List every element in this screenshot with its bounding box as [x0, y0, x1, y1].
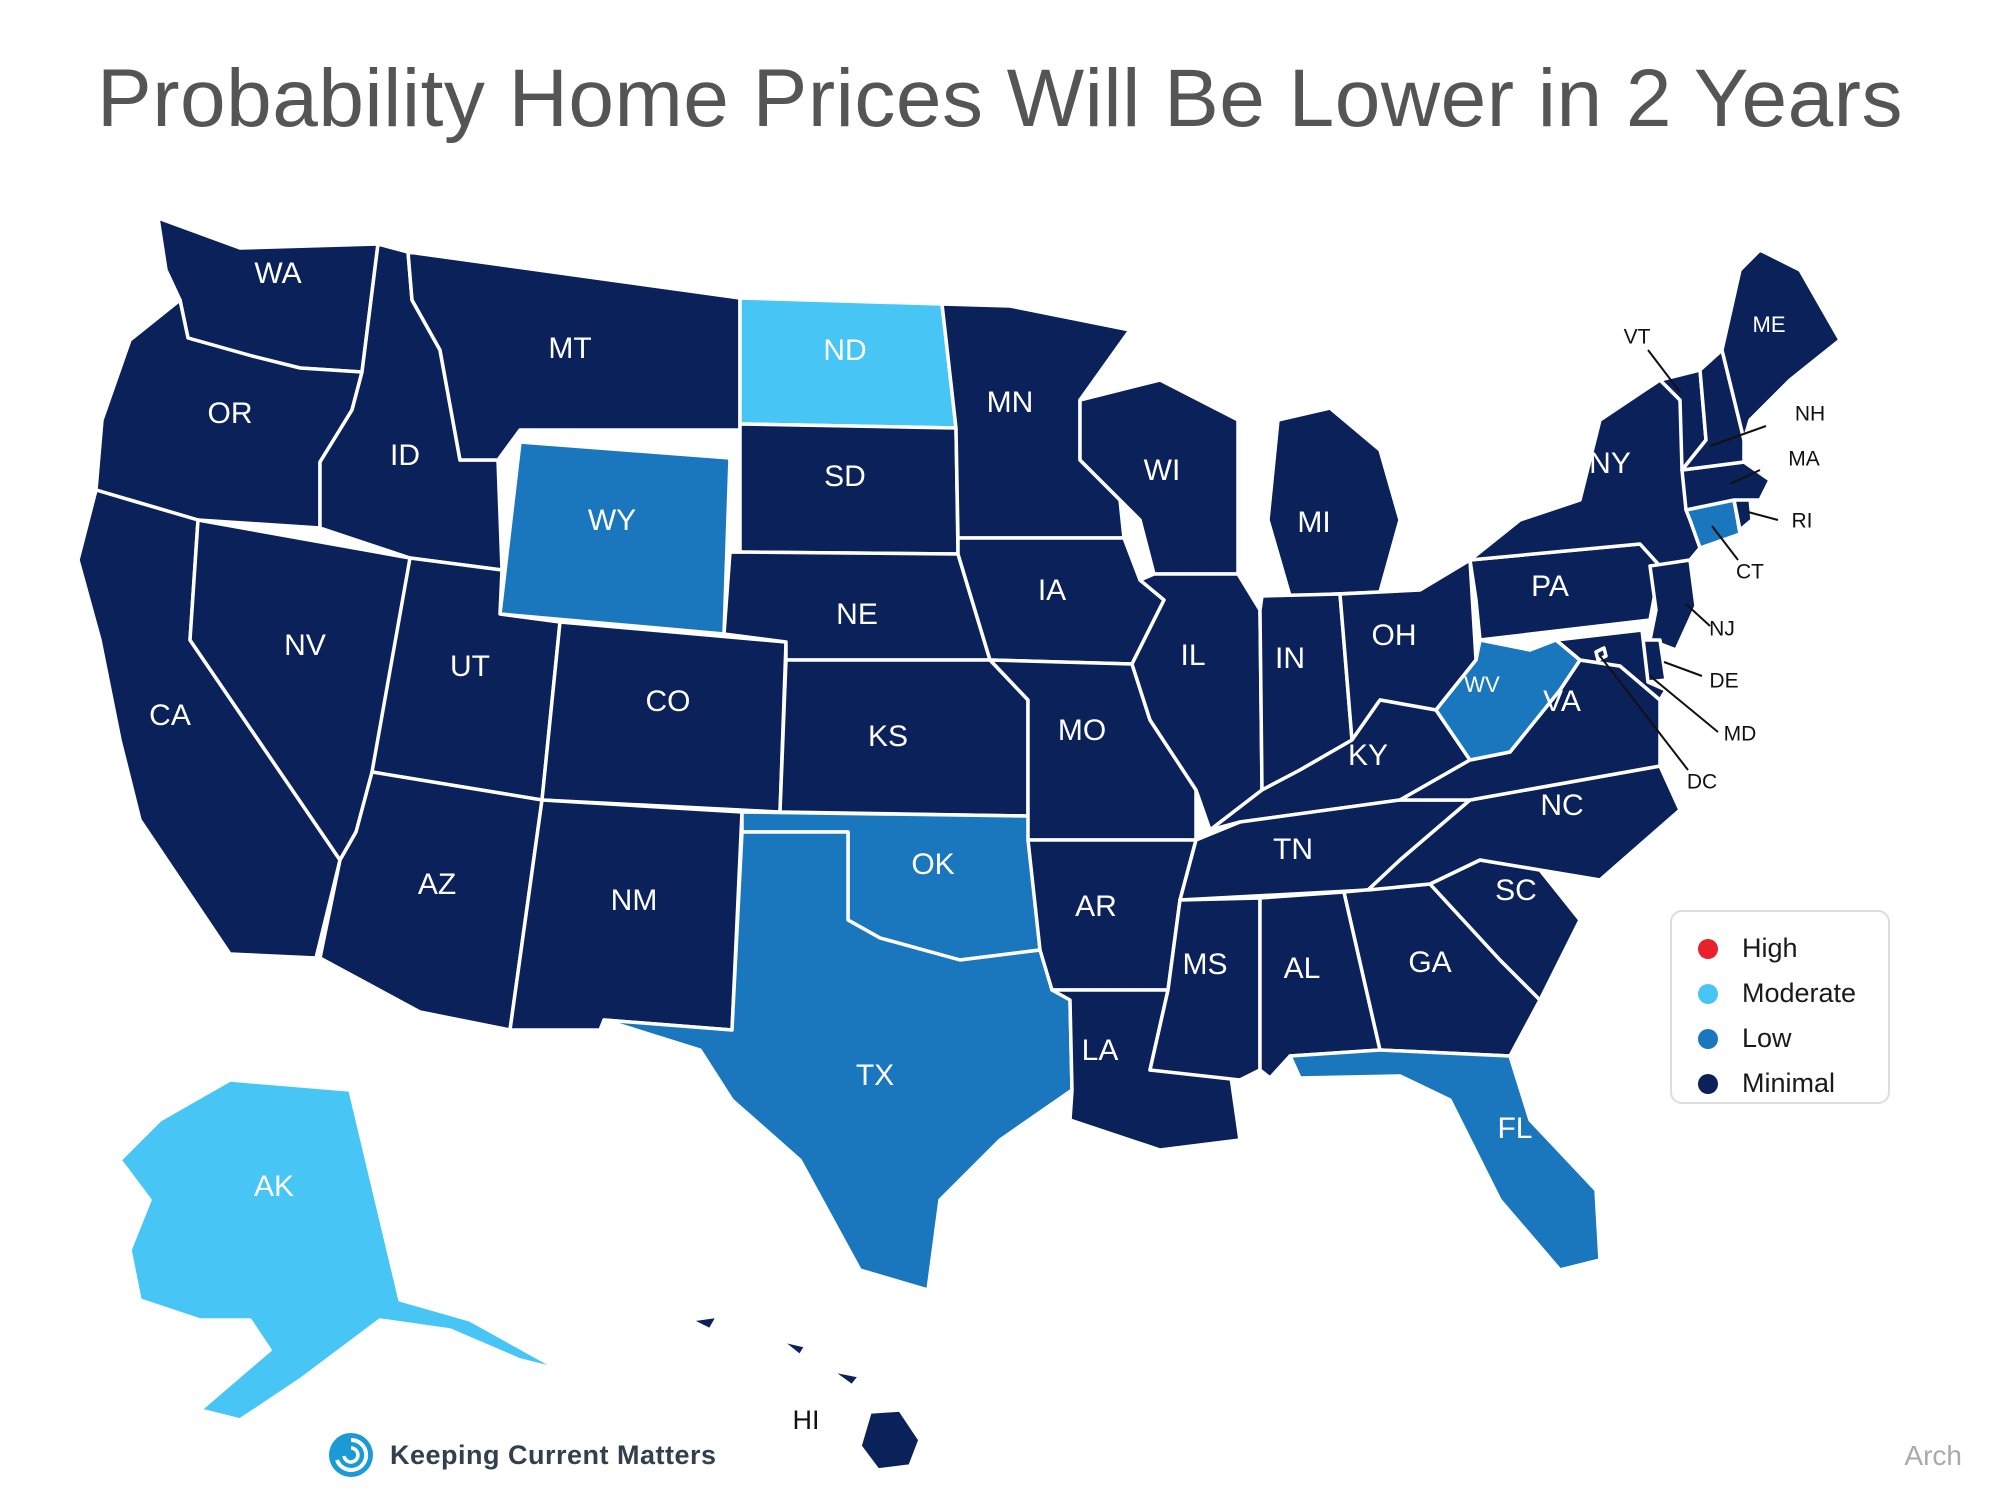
label-OH: OH [1372, 619, 1417, 652]
brand-name: Keeping Current Matters [390, 1439, 717, 1470]
label-DC: DC [1687, 771, 1717, 794]
label-RI: RI [1792, 510, 1813, 533]
legend-label-high: High [1742, 933, 1798, 963]
label-UT: UT [450, 650, 490, 683]
label-KY: KY [1348, 739, 1388, 772]
leader-DE [1663, 661, 1703, 677]
label-AR: AR [1075, 890, 1117, 923]
leader-DC [1599, 655, 1689, 771]
leader-CT [1711, 525, 1739, 561]
state-HI[interactable] [688, 1314, 922, 1472]
label-TX: TX [856, 1059, 894, 1092]
label-MD: MD [1724, 723, 1757, 746]
label-CA: CA [149, 699, 191, 732]
label-OR: OR [208, 397, 253, 430]
label-IL: IL [1180, 639, 1205, 672]
label-MA: MA [1788, 448, 1820, 471]
state-DC[interactable] [1594, 646, 1608, 662]
label-WI: WI [1144, 454, 1181, 487]
credit: Arch [1904, 1440, 1962, 1471]
legend-label-minimal: Minimal [1742, 1068, 1836, 1098]
leader-NH [1709, 425, 1767, 447]
label-WY: WY [588, 504, 636, 537]
legend-label-moderate: Moderate [1742, 978, 1857, 1008]
legend: High Moderate Low Minimal [1670, 910, 1890, 1104]
label-LA: LA [1082, 1034, 1119, 1067]
label-NC: NC [1540, 789, 1583, 822]
state-IL[interactable] [1130, 572, 1264, 832]
leader-NJ [1685, 603, 1711, 627]
label-VT: VT [1624, 326, 1651, 349]
state-MD[interactable] [1554, 628, 1668, 702]
brand: Keeping Current Matters [326, 1430, 717, 1480]
state-TX[interactable] [602, 830, 1074, 1292]
label-SC: SC [1495, 874, 1537, 907]
label-NM: NM [611, 884, 658, 917]
legend-item-low: Low [1698, 1016, 1888, 1061]
label-CO: CO [646, 685, 691, 718]
label-NE: NE [836, 598, 878, 631]
state-NJ[interactable] [1648, 558, 1698, 652]
state-FL[interactable] [1288, 1048, 1602, 1272]
legend-item-minimal: Minimal [1698, 1061, 1888, 1106]
leader-MA [1729, 469, 1761, 485]
label-AZ: AZ [418, 868, 456, 901]
legend-label-low: Low [1742, 1023, 1792, 1053]
label-TN: TN [1273, 833, 1313, 866]
leader-VT [1647, 349, 1681, 393]
label-OK: OK [911, 848, 954, 881]
label-MO: MO [1058, 714, 1106, 747]
label-NY: NY [1589, 447, 1631, 480]
label-NJ: NJ [1709, 618, 1735, 641]
leader-RI [1747, 511, 1779, 521]
state-MI[interactable] [1266, 406, 1402, 598]
label-VA: VA [1543, 685, 1581, 718]
legend-swatch-minimal [1698, 1073, 1718, 1094]
legend-swatch-high [1698, 938, 1718, 959]
legend-item-moderate: Moderate [1698, 971, 1888, 1016]
leader-MD [1649, 675, 1719, 733]
label-PA: PA [1531, 570, 1569, 603]
label-MN: MN [987, 386, 1034, 419]
label-WA: WA [254, 257, 301, 290]
state-NY[interactable] [1468, 378, 1702, 568]
label-AL: AL [1284, 952, 1321, 985]
brand-logo-icon [329, 1433, 373, 1477]
state-WY[interactable] [498, 440, 732, 636]
label-IN: IN [1275, 642, 1305, 675]
label-FL: FL [1497, 1112, 1532, 1145]
label-ND: ND [823, 334, 866, 367]
label-MT: MT [548, 332, 591, 365]
state-AK[interactable] [118, 1078, 562, 1422]
state-NC[interactable] [1366, 764, 1682, 892]
label-IA: IA [1038, 574, 1066, 607]
label-DE: DE [1709, 670, 1738, 693]
legend-swatch-low [1698, 1028, 1718, 1049]
legend-swatch-moderate [1698, 983, 1718, 1004]
legend-item-high: High [1698, 926, 1888, 971]
page-title: Probability Home Prices Will Be Lower in… [97, 53, 1903, 144]
label-SD: SD [824, 460, 866, 493]
label-ID: ID [390, 439, 420, 472]
label-CT: CT [1736, 561, 1764, 584]
label-GA: GA [1408, 946, 1451, 979]
label-MI: MI [1297, 506, 1330, 539]
label-WV: WV [1464, 672, 1500, 697]
label-AK: AK [254, 1170, 294, 1203]
label-KS: KS [868, 720, 908, 753]
label-HI: HI [793, 1405, 820, 1435]
label-ME: ME [1753, 312, 1786, 337]
label-NV: NV [284, 629, 326, 662]
label-MS: MS [1183, 948, 1228, 981]
label-NH: NH [1795, 403, 1825, 426]
